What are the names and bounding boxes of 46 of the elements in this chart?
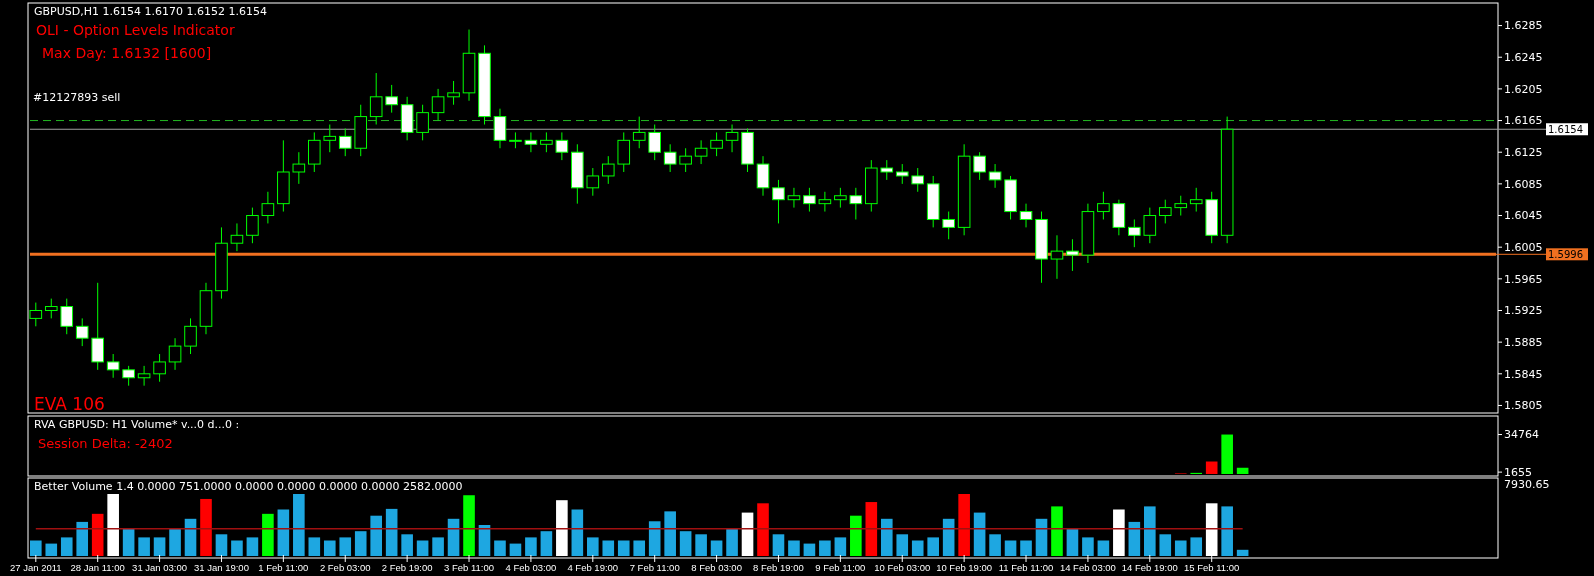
x-tick-label: 27 Jan 2011 <box>10 562 62 573</box>
x-tick-label: 2 Feb 03:00 <box>319 562 371 573</box>
y-tick-label: 1.5965 <box>1504 272 1543 286</box>
y-tick-label: 1.6165 <box>1504 114 1543 128</box>
x-tick-label: 8 Feb 03:00 <box>691 562 742 573</box>
x-tick-label: 14 Feb 19:00 <box>1121 562 1178 573</box>
x-tick-label: 1 Feb 11:00 <box>258 562 309 573</box>
x-tick-label: 15 Feb 11:00 <box>1184 562 1240 573</box>
y-tick-label: 1.6245 <box>1504 51 1543 65</box>
annotation: OLI - Option Levels Indicator <box>36 22 235 38</box>
x-tick-label: 7 Feb 11:00 <box>629 562 680 573</box>
y-tick-label: 1.6125 <box>1504 146 1543 160</box>
y-tick-label: 1.5845 <box>1504 367 1543 381</box>
x-tick-label: 14 Feb 03:00 <box>1059 562 1116 573</box>
y-tick-label: 34764 <box>1504 428 1539 442</box>
ref-line-label: 1.6154 <box>1548 123 1583 135</box>
y-tick-label: 1655 <box>1504 465 1532 479</box>
ref-line-label: #12127893 sell <box>33 90 121 104</box>
chart-title: Better Volume 1.4 0.0000 751.0000 0.0000 0.0000 0.0000 0.0000 2582.0000 <box>34 480 463 493</box>
x-tick-label: 4 Feb 03:00 <box>505 562 557 573</box>
y-tick-label: 1.6205 <box>1504 82 1543 96</box>
chart-title: GBPUSD,H1 1.6154 1.6170 1.6152 1.6154 <box>34 5 267 18</box>
annotation: Max Day: 1.6132 [1600] <box>42 45 212 61</box>
x-tick-label: 8 Feb 19:00 <box>753 562 804 573</box>
x-tick-label: 2 Feb 19:00 <box>381 562 433 573</box>
x-tick-label: 10 Feb 03:00 <box>874 562 931 573</box>
text: 7930.65 <box>1504 478 1550 491</box>
y-tick-label: 1.6285 <box>1504 19 1543 33</box>
chart-title: RVA GBPUSD: H1 Volume* v...0 d...0 : <box>34 418 240 431</box>
annotation: EVA 106 <box>34 394 105 414</box>
x-tick-label: 11 Feb 11:00 <box>998 562 1054 573</box>
x-tick-label: 31 Jan 03:00 <box>132 562 188 573</box>
x-tick-label: 28 Jan 11:00 <box>70 562 125 573</box>
x-tick-label: 4 Feb 19:00 <box>567 562 619 573</box>
x-tick-label: 10 Feb 19:00 <box>936 562 993 573</box>
y-tick-label: 1.6005 <box>1504 241 1543 255</box>
x-tick-label: 9 Feb 11:00 <box>815 562 866 573</box>
annotation: Session Delta: -2402 <box>38 436 173 451</box>
x-tick-label: 31 Jan 19:00 <box>194 562 249 573</box>
x-tick-label: 3 Feb 11:00 <box>444 562 495 573</box>
ref-line-label: 1.5996 <box>1548 248 1583 260</box>
y-tick-label: 1.5885 <box>1504 336 1543 349</box>
y-tick-label: 1.5805 <box>1504 399 1543 413</box>
y-tick-label: 1.6085 <box>1504 177 1543 191</box>
y-tick-label: 1.6045 <box>1504 209 1543 223</box>
y-tick-label: 1.5925 <box>1504 304 1543 318</box>
